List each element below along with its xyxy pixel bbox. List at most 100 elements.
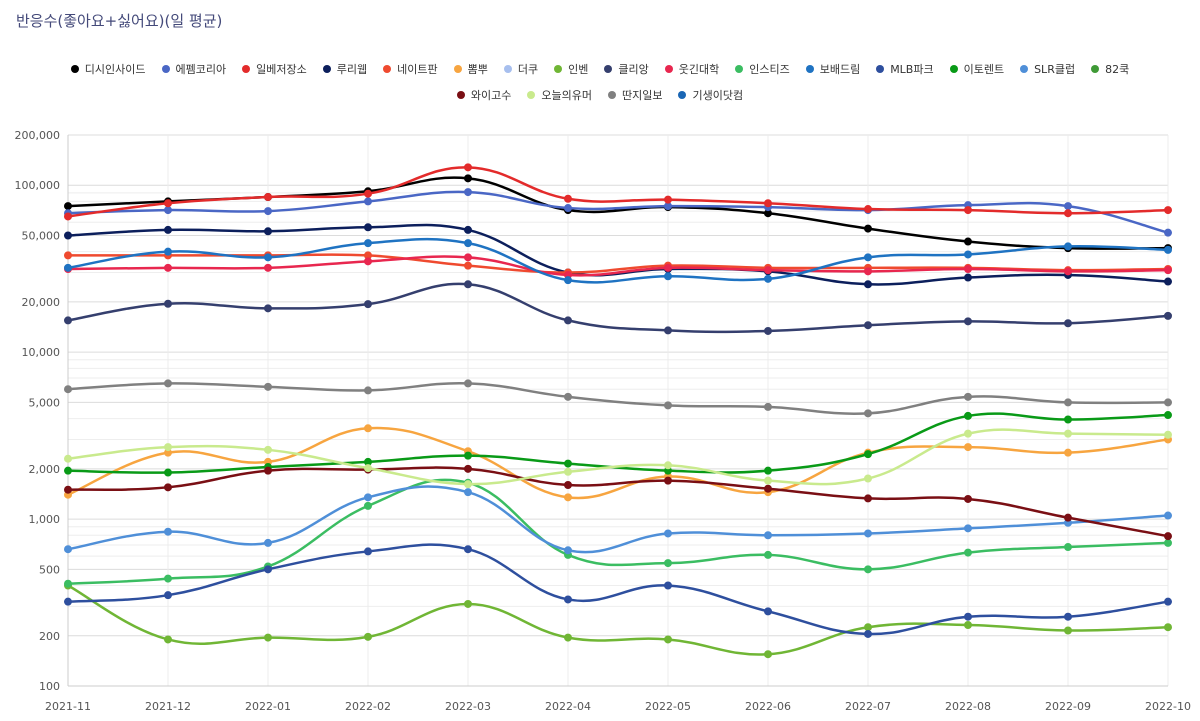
data-point[interactable] <box>564 467 572 476</box>
data-point[interactable] <box>364 189 372 198</box>
legend-item[interactable]: 네이트판 <box>383 61 438 77</box>
data-point[interactable] <box>1164 245 1172 254</box>
data-point[interactable] <box>664 202 672 211</box>
data-point[interactable] <box>64 545 72 554</box>
data-point[interactable] <box>264 193 272 202</box>
data-point[interactable] <box>664 559 672 568</box>
data-point[interactable] <box>164 206 172 215</box>
legend-item[interactable]: 기생이닷컴 <box>678 87 743 103</box>
data-point[interactable] <box>764 476 772 485</box>
data-point[interactable] <box>764 550 772 559</box>
data-point[interactable] <box>1064 242 1072 251</box>
legend-item[interactable]: 와이고수 <box>456 87 511 103</box>
data-point[interactable] <box>264 263 272 272</box>
data-point[interactable] <box>1164 266 1172 275</box>
data-point[interactable] <box>664 326 672 335</box>
data-point[interactable] <box>964 548 972 557</box>
data-point[interactable] <box>964 273 972 282</box>
data-point[interactable] <box>1064 415 1072 424</box>
data-point[interactable] <box>464 261 472 270</box>
data-point[interactable] <box>1164 206 1172 215</box>
data-point[interactable] <box>1064 448 1072 457</box>
data-point[interactable] <box>64 202 72 211</box>
data-point[interactable] <box>1064 429 1072 438</box>
data-point[interactable] <box>1164 623 1172 632</box>
data-point[interactable] <box>764 274 772 283</box>
legend-item[interactable]: 웃긴대학 <box>664 61 719 77</box>
data-point[interactable] <box>764 531 772 540</box>
data-point[interactable] <box>1164 411 1172 420</box>
data-point[interactable] <box>464 239 472 248</box>
data-point[interactable] <box>864 205 872 214</box>
data-point[interactable] <box>264 227 272 236</box>
data-point[interactable] <box>164 199 172 208</box>
data-point[interactable] <box>1064 398 1072 407</box>
legend-item[interactable]: 일베저장소 <box>242 61 307 77</box>
data-point[interactable] <box>564 194 572 203</box>
data-point[interactable] <box>164 247 172 256</box>
data-point[interactable] <box>464 464 472 473</box>
data-point[interactable] <box>1164 597 1172 606</box>
data-point[interactable] <box>364 386 372 395</box>
data-point[interactable] <box>64 263 72 272</box>
data-point[interactable] <box>864 280 872 289</box>
data-point[interactable] <box>864 450 872 459</box>
data-point[interactable] <box>964 237 972 246</box>
data-point[interactable] <box>764 402 772 411</box>
data-point[interactable] <box>664 272 672 281</box>
data-point[interactable] <box>764 199 772 208</box>
data-point[interactable] <box>364 424 372 433</box>
legend-item[interactable]: SLR클럽 <box>1020 61 1075 77</box>
data-point[interactable] <box>664 635 672 644</box>
data-point[interactable] <box>564 316 572 325</box>
data-point[interactable] <box>1064 209 1072 218</box>
data-point[interactable] <box>164 225 172 234</box>
data-point[interactable] <box>564 204 572 213</box>
data-point[interactable] <box>964 429 972 438</box>
data-point[interactable] <box>464 280 472 289</box>
data-point[interactable] <box>364 464 372 473</box>
data-point[interactable] <box>564 459 572 468</box>
data-point[interactable] <box>364 223 372 232</box>
data-point[interactable] <box>964 494 972 503</box>
data-point[interactable] <box>564 595 572 604</box>
data-point[interactable] <box>464 163 472 172</box>
data-point[interactable] <box>464 480 472 489</box>
data-point[interactable] <box>264 253 272 262</box>
data-point[interactable] <box>1164 311 1172 320</box>
data-point[interactable] <box>464 225 472 234</box>
data-point[interactable] <box>364 239 372 248</box>
data-point[interactable] <box>264 466 272 475</box>
data-point[interactable] <box>464 488 472 497</box>
data-point[interactable] <box>964 250 972 259</box>
data-point[interactable] <box>1064 513 1072 522</box>
data-point[interactable] <box>64 385 72 394</box>
data-point[interactable] <box>364 501 372 510</box>
legend-item[interactable]: 클리앙 <box>604 61 649 77</box>
data-point[interactable] <box>664 529 672 538</box>
data-point[interactable] <box>864 529 872 538</box>
data-point[interactable] <box>764 607 772 616</box>
data-point[interactable] <box>664 401 672 410</box>
data-point[interactable] <box>64 485 72 494</box>
legend-item[interactable]: 더쿠 <box>503 61 538 77</box>
data-point[interactable] <box>364 547 372 556</box>
legend-item[interactable]: 보배드림 <box>805 61 860 77</box>
data-point[interactable] <box>264 565 272 574</box>
data-point[interactable] <box>964 443 972 452</box>
legend-item[interactable]: MLB파크 <box>876 61 934 77</box>
data-point[interactable] <box>164 574 172 583</box>
data-point[interactable] <box>364 493 372 502</box>
legend-item[interactable]: 인벤 <box>554 61 588 77</box>
data-point[interactable] <box>164 635 172 644</box>
data-point[interactable] <box>464 174 472 183</box>
data-point[interactable] <box>564 633 572 642</box>
data-point[interactable] <box>864 253 872 262</box>
data-point[interactable] <box>564 392 572 401</box>
data-point[interactable] <box>964 620 972 629</box>
data-point[interactable] <box>664 195 672 204</box>
data-point[interactable] <box>864 629 872 638</box>
data-point[interactable] <box>164 468 172 477</box>
data-point[interactable] <box>64 579 72 588</box>
data-point[interactable] <box>264 207 272 216</box>
